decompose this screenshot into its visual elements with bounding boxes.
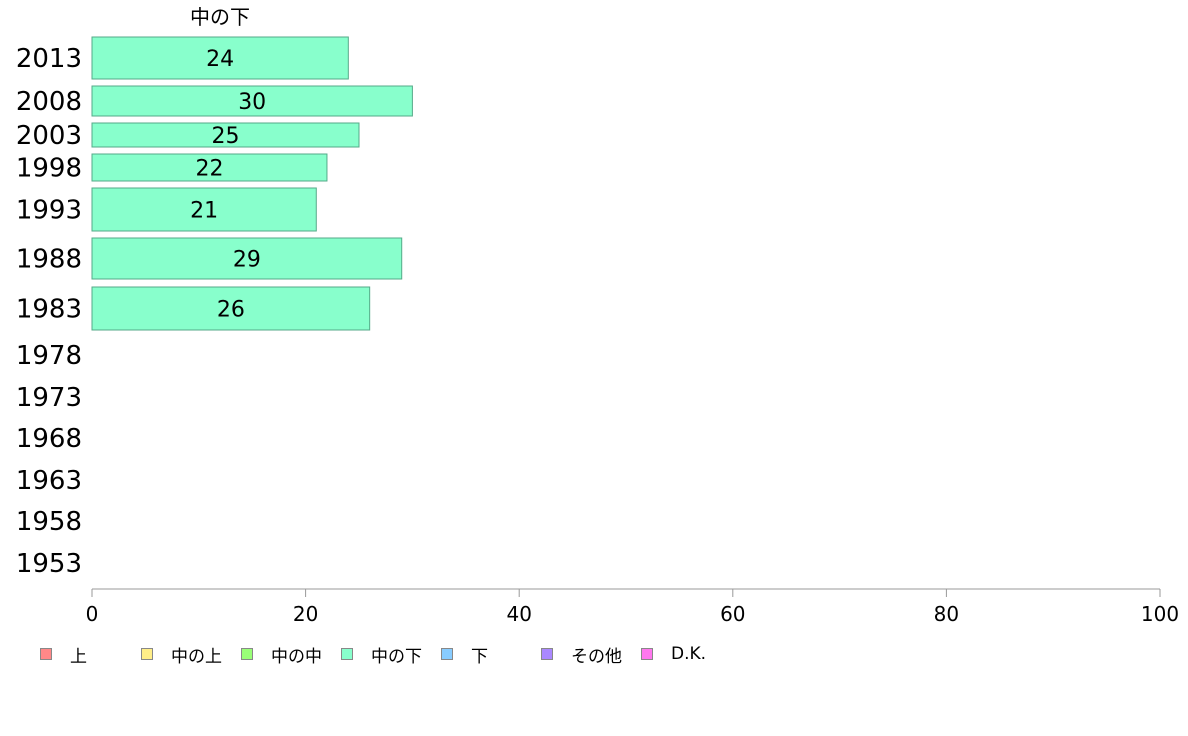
bar-1998 <box>91 153 328 182</box>
legend-label: 中の下 <box>371 646 422 667</box>
legend-label: その他 <box>571 646 622 667</box>
x-tick-label-40: 40 <box>506 602 531 626</box>
legend-swatch <box>641 648 653 660</box>
x-tick-label-20: 20 <box>293 602 318 626</box>
legend-item-0: 上 <box>40 643 87 667</box>
bar-1983 <box>91 286 371 331</box>
legend-swatch <box>441 648 453 660</box>
legend-swatch <box>241 648 253 660</box>
bar-value-label-1988: 29 <box>233 248 261 273</box>
legend-item-5: その他 <box>541 643 622 667</box>
legend-swatch <box>141 648 153 660</box>
x-tick-label-80: 80 <box>934 602 959 626</box>
category-label-2013: 2013 <box>16 44 82 74</box>
legend-item-3: 中の下 <box>341 643 422 667</box>
bar-value-label-1993: 21 <box>190 199 218 224</box>
category-label-2008: 2008 <box>16 87 82 117</box>
category-label-1968: 1968 <box>16 424 82 454</box>
bar-value-label-2013: 24 <box>206 47 234 72</box>
category-label-1993: 1993 <box>16 196 82 226</box>
legend-label: 下 <box>471 646 488 667</box>
category-label-1983: 1983 <box>16 295 82 325</box>
legend-label: 上 <box>70 646 87 667</box>
bar-2003 <box>91 122 360 148</box>
legend-label: 中の中 <box>271 646 322 667</box>
legend-item-2: 中の中 <box>241 643 322 667</box>
legend-swatch <box>541 648 553 660</box>
x-tick-label-100: 100 <box>1141 602 1179 626</box>
category-label-2003: 2003 <box>16 121 82 151</box>
bar-value-label-2003: 25 <box>212 124 240 149</box>
x-tick-label-0: 0 <box>86 602 99 626</box>
bar-1993 <box>91 187 317 232</box>
category-label-1973: 1973 <box>16 383 82 413</box>
category-label-1998: 1998 <box>16 154 82 184</box>
legend-label: D.K. <box>671 644 707 664</box>
category-label-1958: 1958 <box>16 507 82 537</box>
legend-swatch <box>40 648 52 660</box>
category-label-1963: 1963 <box>16 466 82 496</box>
category-label-1953: 1953 <box>16 549 82 579</box>
x-tick-label-60: 60 <box>720 602 745 626</box>
category-label-1978: 1978 <box>16 341 82 371</box>
legend-item-6: D.K. <box>641 643 706 665</box>
legend-item-4: 下 <box>441 643 488 667</box>
bar-value-label-1983: 26 <box>217 298 245 323</box>
legend-swatch <box>341 648 353 660</box>
bar-2013 <box>91 36 349 80</box>
bar-value-label-1998: 22 <box>195 157 223 182</box>
bar-value-label-2008: 30 <box>238 90 266 115</box>
legend: 上 中の上 中の中 中の下 下 その他 D.K. <box>40 643 1140 667</box>
bar-1988 <box>91 237 403 280</box>
x-axis: 0 20 40 60 80 100 <box>86 588 1179 626</box>
legend-item-1: 中の上 <box>141 643 222 667</box>
bar-2008 <box>91 85 413 117</box>
legend-label: 中の上 <box>171 646 222 667</box>
category-label-1988: 1988 <box>16 245 82 275</box>
series-title: 中の下 <box>190 5 250 29</box>
